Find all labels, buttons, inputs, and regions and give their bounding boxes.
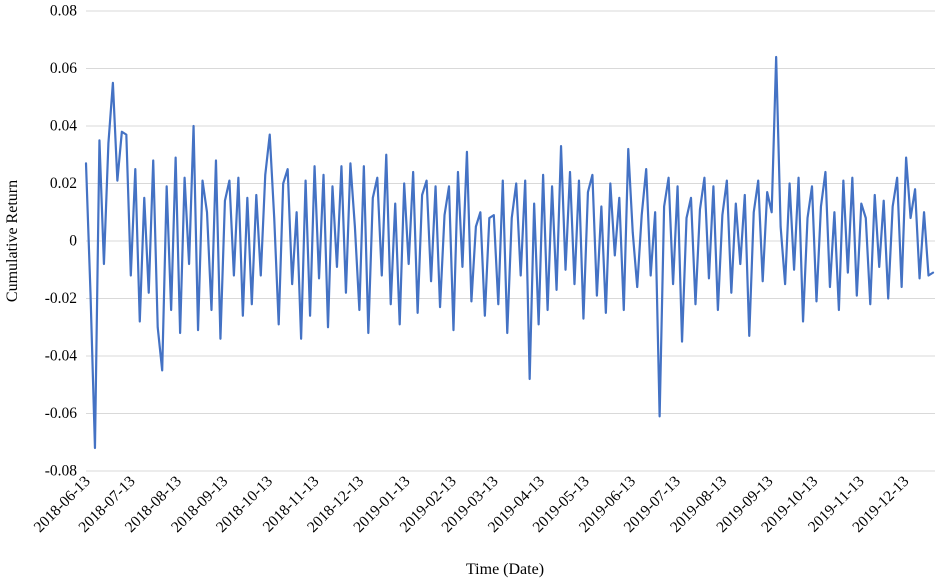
x-axis-title: Time (Date) [466,561,544,578]
y-tick-label: -0.08 [45,463,78,480]
y-tick-label: 0.08 [50,3,77,20]
y-tick-label: 0 [69,233,77,250]
y-tick-label: 0.02 [50,175,77,192]
cumulative-return-line [84,55,935,450]
y-tick-label: -0.04 [45,348,78,365]
y-tick-label: 0.04 [50,118,77,135]
y-tick-label: -0.06 [45,405,78,422]
y-tick-label: -0.02 [45,290,77,307]
y-tick-label: 0.06 [50,60,77,77]
data-series [84,55,935,450]
x-axis-tick-labels: 2018-06-132018-07-132018-08-132018-09-13… [31,473,913,536]
y-axis-title: Cumulative Return [4,180,21,302]
y-axis-tick-labels: 0.08 0.06 0.04 0.02 0 -0.02 -0.04 -0.06 -0.08 [45,3,78,480]
